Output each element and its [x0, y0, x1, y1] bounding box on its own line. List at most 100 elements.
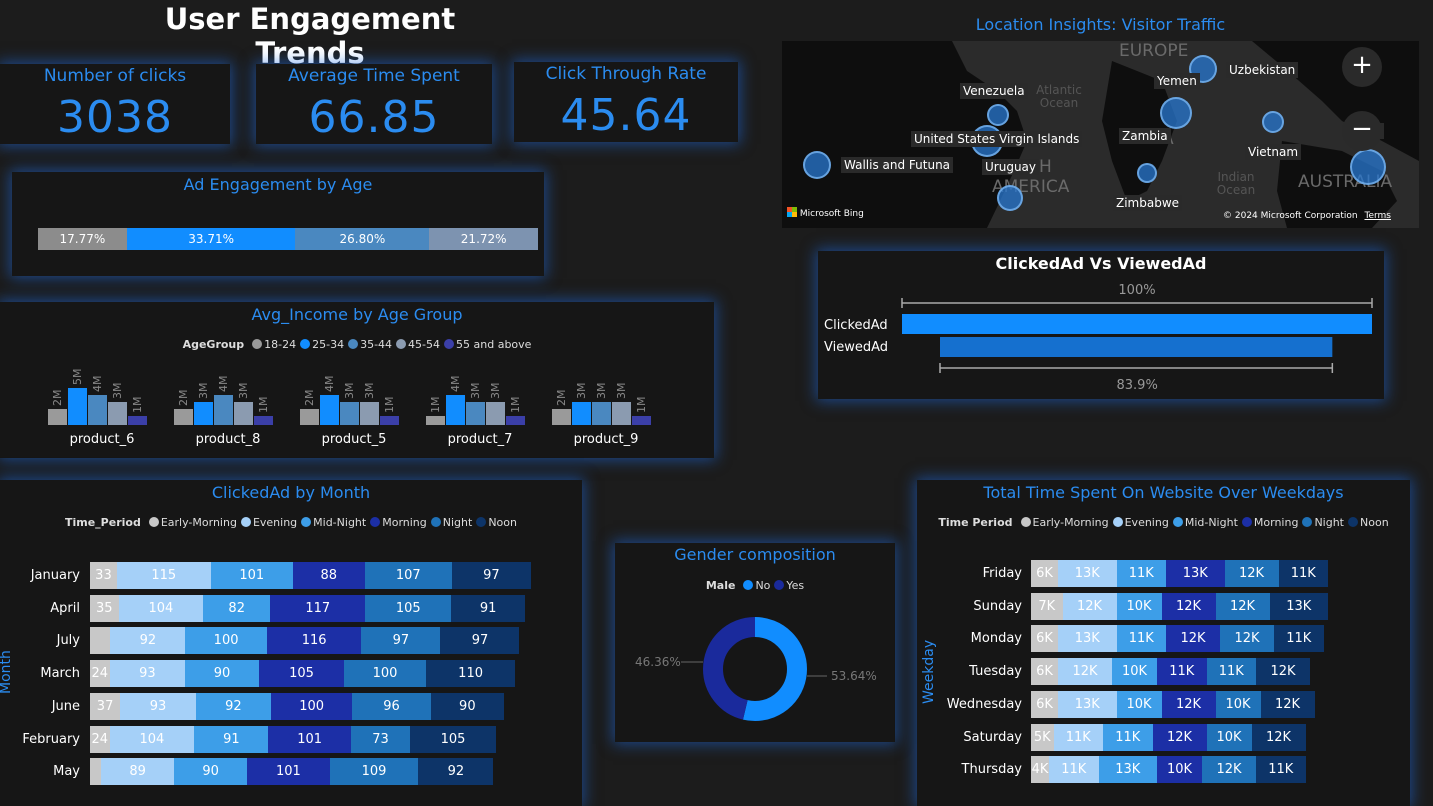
bar-segment[interactable]: 89 — [101, 758, 174, 786]
bar-segment[interactable]: 10K — [1116, 592, 1162, 620]
bar-segment[interactable]: 6K — [1031, 690, 1058, 718]
map-bubble[interactable] — [1189, 55, 1217, 83]
income-bar[interactable] — [68, 388, 87, 425]
income-legend[interactable]: AgeGroup 18-24 25-34 35-44 45-54 55 and above — [0, 338, 714, 351]
map-view[interactable]: EUROPE SOUTH AMERICA AUSTRALIA A Atlanti… — [782, 41, 1419, 228]
bar-row[interactable]: Wednesday 6K 13K 10K 12K 10K 12K — [917, 690, 1410, 718]
bar-segment[interactable]: 91 — [451, 594, 526, 622]
age-segment[interactable]: 26.80% — [295, 228, 430, 250]
income-bar[interactable] — [300, 409, 319, 425]
legend-dot[interactable] — [240, 517, 251, 527]
bar-segment[interactable]: 97 — [451, 562, 531, 589]
bar-segment[interactable]: 93 — [120, 692, 196, 720]
bar-row[interactable]: April 35 104 82 117 105 91 — [0, 594, 582, 622]
bar-segment[interactable]: 90 — [173, 758, 248, 786]
map-bubble[interactable] — [803, 151, 831, 179]
bar-row[interactable]: July 92 100 116 97 97 — [0, 627, 582, 655]
bar-segment[interactable]: 12K — [1260, 690, 1315, 718]
legend-item[interactable]: Night — [442, 516, 473, 529]
bar-row[interactable]: Thursday 4K 11K 13K 10K 12K 11K — [917, 756, 1410, 784]
bar-segment[interactable]: 100 — [185, 627, 267, 655]
legend-dot[interactable] — [743, 580, 754, 590]
bar-segment[interactable]: 12K — [1224, 560, 1279, 587]
bar-segment[interactable]: 6K — [1031, 560, 1058, 587]
income-bar[interactable] — [486, 402, 505, 425]
legend-dot[interactable] — [148, 517, 159, 527]
bar-segment[interactable]: 13K — [1058, 690, 1117, 718]
map-bubble[interactable] — [997, 185, 1023, 211]
bar-row[interactable]: Monday 6K 13K 11K 12K 12K 11K — [917, 625, 1410, 653]
income-bar[interactable] — [128, 416, 147, 425]
zoom-out-button[interactable]: − — [1342, 111, 1382, 151]
legend-dot[interactable] — [348, 339, 359, 349]
weekday-panel[interactable]: Total Time Spent On Website Over Weekday… — [917, 480, 1410, 806]
bar-segment[interactable]: 12K — [1152, 723, 1207, 751]
income-bar[interactable] — [214, 395, 233, 425]
zoom-in-button[interactable]: + — [1342, 47, 1382, 87]
bar-segment[interactable]: 12K — [1161, 592, 1216, 620]
legend-item[interactable]: No — [755, 579, 771, 592]
map-bubble[interactable] — [1350, 149, 1386, 185]
age-segment[interactable]: 17.77% — [38, 228, 127, 250]
legend-item[interactable]: Early-Morning — [1032, 516, 1109, 529]
bar-segment[interactable]: 90 — [185, 660, 259, 688]
legend-dot[interactable] — [300, 339, 311, 349]
map-bubble[interactable] — [1137, 163, 1157, 183]
legend-dot[interactable] — [301, 517, 312, 527]
bar-row[interactable]: Saturday 5K 11K 11K 12K 10K 12K — [917, 723, 1410, 751]
legend-dot[interactable] — [1112, 517, 1123, 527]
bar-segment[interactable]: 10K — [1215, 690, 1261, 718]
bar-segment[interactable]: 11K — [1049, 756, 1099, 784]
income-bar[interactable] — [174, 409, 193, 425]
income-bar[interactable] — [194, 402, 213, 425]
bar-segment[interactable]: 12K — [1166, 625, 1220, 653]
income-bar[interactable] — [48, 409, 67, 425]
bar-row[interactable]: Tuesday 6K 12K 10K 11K 11K 12K — [917, 658, 1410, 686]
bar-row[interactable]: January 33 115 101 88 107 97 — [0, 562, 582, 589]
bar-segment[interactable]: 11K — [1274, 625, 1324, 653]
bar-segment[interactable]: 11K — [1278, 560, 1328, 587]
income-bar[interactable] — [632, 416, 651, 425]
bar-segment[interactable]: 11K — [1116, 560, 1166, 587]
bar-segment[interactable]: 109 — [329, 758, 419, 786]
bar-segment[interactable]: 73 — [350, 725, 411, 753]
legend-dot[interactable] — [252, 339, 263, 349]
bar-segment[interactable]: 33 — [90, 562, 117, 589]
legend-dot[interactable] — [774, 580, 785, 590]
income-bar[interactable] — [552, 409, 571, 425]
bar-segment[interactable]: 4K — [1031, 756, 1049, 784]
legend-item[interactable]: 18-24 — [264, 338, 297, 351]
bar-segment[interactable]: 11K — [1103, 723, 1153, 751]
income-bar[interactable] — [108, 402, 127, 425]
weekday-legend[interactable]: Time Period Early-Morning Evening Mid-Night… — [917, 516, 1410, 529]
bar-segment[interactable]: 100 — [344, 660, 426, 688]
ad-engagement-panel[interactable]: Ad Engagement by Age 17.77% 33.71% 26.80% 2… — [12, 172, 544, 276]
viewedad-bar[interactable] — [940, 337, 1333, 357]
bar-segment[interactable]: 10K — [1157, 756, 1202, 784]
income-bar[interactable] — [426, 416, 445, 425]
bar-segment[interactable]: 92 — [110, 627, 186, 655]
legend-item[interactable]: 45-54 — [408, 338, 441, 351]
bar-segment[interactable]: 105 — [258, 660, 345, 688]
bar-segment[interactable]: 13K — [1058, 625, 1117, 653]
bar-segment[interactable]: 11K — [1116, 625, 1166, 653]
bar-row[interactable]: Sunday 7K 12K 10K 12K 12K 13K — [917, 592, 1410, 620]
age-segment[interactable]: 21.72% — [429, 228, 538, 250]
legend-item[interactable]: Evening — [252, 516, 298, 529]
map-bubble[interactable] — [1160, 97, 1192, 129]
legend-item[interactable]: Night — [1314, 516, 1344, 529]
bar-row[interactable]: February 24 104 91 101 73 105 — [0, 725, 582, 753]
bar-segment[interactable]: 12K — [1215, 592, 1270, 620]
bar-segment[interactable]: 12K — [1062, 592, 1117, 620]
bar-segment[interactable]: 10K — [1112, 658, 1157, 686]
income-bar[interactable] — [340, 402, 359, 425]
income-bar[interactable] — [506, 416, 525, 425]
bar-segment[interactable]: 5K — [1031, 723, 1054, 751]
bar-segment[interactable]: 11K — [1256, 756, 1306, 784]
bar-segment[interactable]: 6K — [1031, 625, 1058, 653]
bar-segment[interactable]: 35 — [90, 594, 119, 622]
donut-slice[interactable] — [703, 617, 807, 721]
bar-segment[interactable]: 90 — [430, 692, 504, 720]
map-bubble[interactable] — [1262, 111, 1284, 133]
bar-segment[interactable]: 10K — [1206, 723, 1252, 751]
